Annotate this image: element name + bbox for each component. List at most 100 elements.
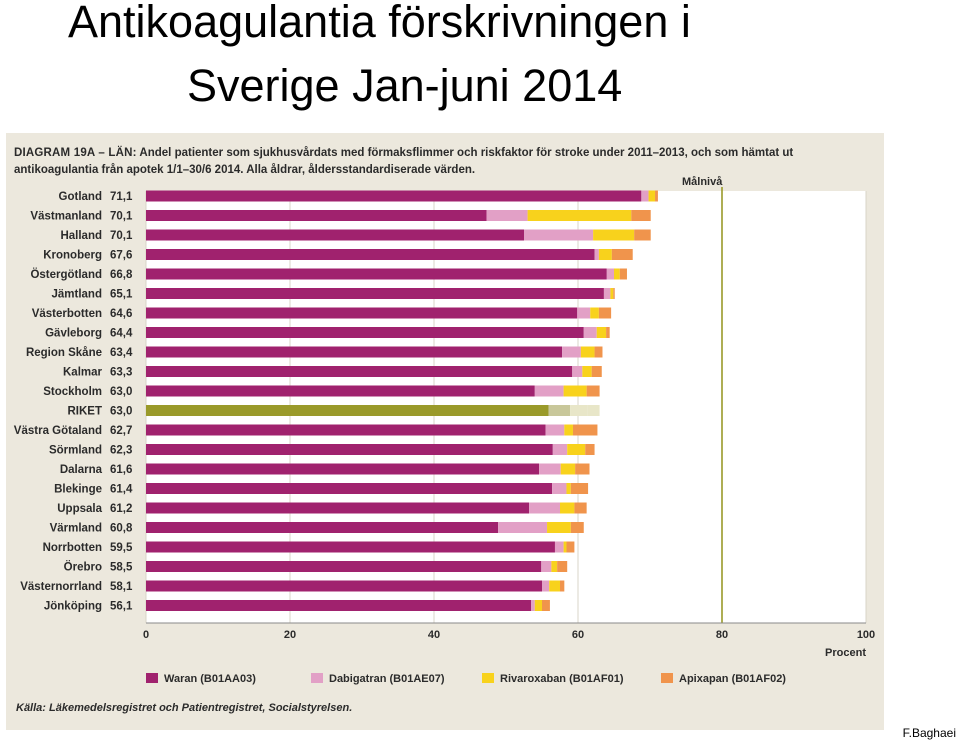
legend-swatch (311, 673, 323, 683)
region-value: 66,8 (110, 269, 133, 281)
x-tick-label: 20 (284, 629, 296, 641)
figure-caption: DIAGRAM 19A – LÄN: Andel patienter som s… (14, 145, 874, 179)
bar-segment (582, 366, 592, 377)
bar-segment (560, 502, 575, 514)
region-value: 63,0 (110, 406, 132, 418)
bar-segment (146, 463, 540, 475)
bar-segment (610, 288, 614, 299)
bar-segment (596, 327, 607, 338)
bar-segment (583, 327, 597, 338)
bar-segment (146, 405, 549, 416)
bar-segment (542, 600, 550, 611)
bar-segment (557, 561, 568, 572)
bar-segment (146, 541, 555, 553)
region-label: Kronoberg (43, 250, 102, 262)
bar-segment (590, 307, 599, 319)
region-value: 62,3 (110, 445, 132, 457)
bar-segment (146, 580, 542, 592)
figure-caption-text: Andel patienter som sjukhusvårdats med f… (14, 147, 794, 176)
bar-segment (572, 366, 583, 377)
bar-segment (539, 463, 561, 475)
x-tick-label: 40 (428, 629, 440, 641)
region-value: 70,1 (110, 211, 133, 223)
region-label: Region Skåne (26, 347, 102, 359)
region-label: Kalmar (63, 367, 103, 379)
region-value: 58,5 (110, 562, 133, 574)
legend-swatch (146, 673, 158, 683)
figure-source: Källa: Läkemedelsregistret och Patientre… (16, 702, 353, 714)
bar-segment (486, 210, 528, 221)
region-label: Uppsala (57, 503, 102, 515)
bar-segment (146, 424, 546, 436)
region-value: 67,6 (110, 250, 132, 262)
bar-segment (606, 268, 614, 280)
region-label: Västernorrland (20, 581, 102, 593)
bar-segment (567, 444, 586, 455)
bar-segment (554, 541, 564, 553)
bar-segment (606, 327, 610, 338)
region-value: 56,1 (110, 601, 133, 613)
region-label: Stockholm (43, 386, 102, 398)
bar-segment (563, 385, 587, 397)
slide-title-line-2: Sverige Jan-juni 2014 (187, 60, 623, 111)
bar-segment (577, 307, 591, 319)
region-value: 60,8 (110, 523, 133, 535)
bar-segment (566, 541, 575, 553)
region-label: Sörmland (49, 445, 102, 457)
region-label: Halland (60, 230, 102, 242)
author-credit: F.Baghaei (902, 726, 956, 740)
bar-segment (146, 444, 553, 455)
bar-segment (574, 502, 587, 514)
bar-segment (146, 366, 573, 377)
figure-panel: DIAGRAM 19A – LÄN: Andel patienter som s… (6, 133, 884, 730)
x-tick-label: 100 (857, 629, 875, 641)
region-value: 63,4 (110, 347, 133, 359)
bar-segment (549, 580, 560, 592)
bar-segment (648, 190, 656, 202)
bar-segment (570, 483, 589, 494)
bar-segment (575, 463, 590, 475)
region-label: Dalarna (60, 464, 103, 476)
region-label: Jönköping (44, 601, 102, 613)
stacked-bar-chart: Målnivå Gotland 71,1 Västmanland 70,1 Halland… (14, 176, 875, 685)
bar-segment (534, 385, 564, 397)
bar-segment (146, 561, 542, 572)
bar-segment (641, 190, 649, 202)
region-value: 61,4 (110, 484, 133, 496)
bar-segment (146, 502, 530, 514)
region-value: 64,6 (110, 308, 132, 320)
region-label: RIKET (68, 406, 103, 418)
bar-segment (529, 502, 560, 514)
bar-segment (146, 190, 642, 202)
bar-segment (570, 522, 584, 533)
bar-segment (552, 444, 568, 455)
legend-label: Waran (B01AA03) (164, 673, 256, 685)
bar-segment (594, 346, 603, 358)
bar-segment (598, 249, 612, 260)
bar-segment (547, 522, 571, 533)
bar-segment (563, 541, 567, 553)
bar-segment (498, 522, 548, 533)
region-value: 61,2 (110, 503, 132, 515)
bar-segment (572, 424, 598, 436)
bar-segment (594, 249, 599, 260)
legend-swatch (482, 673, 494, 683)
bar-segment (548, 405, 571, 416)
bar-segment (524, 229, 594, 241)
region-value: 62,7 (110, 425, 132, 437)
region-label: Värmland (50, 523, 102, 535)
legend-label: Rivaroxaban (B01AF01) (500, 673, 624, 685)
bar-segment (560, 463, 576, 475)
bar-segment (146, 385, 535, 397)
bar-segment (591, 366, 602, 377)
bar-segment (542, 580, 550, 592)
bar-segment (146, 600, 532, 611)
legend-label: Dabigatran (B01AE07) (329, 673, 445, 685)
bar-segment (586, 385, 600, 397)
bar-segment (551, 561, 558, 572)
region-label: Gävleborg (45, 328, 102, 340)
region-value: 63,3 (110, 367, 132, 379)
bar-segment (614, 268, 620, 280)
region-value: 70,1 (110, 230, 133, 242)
bar-segment (619, 268, 627, 280)
